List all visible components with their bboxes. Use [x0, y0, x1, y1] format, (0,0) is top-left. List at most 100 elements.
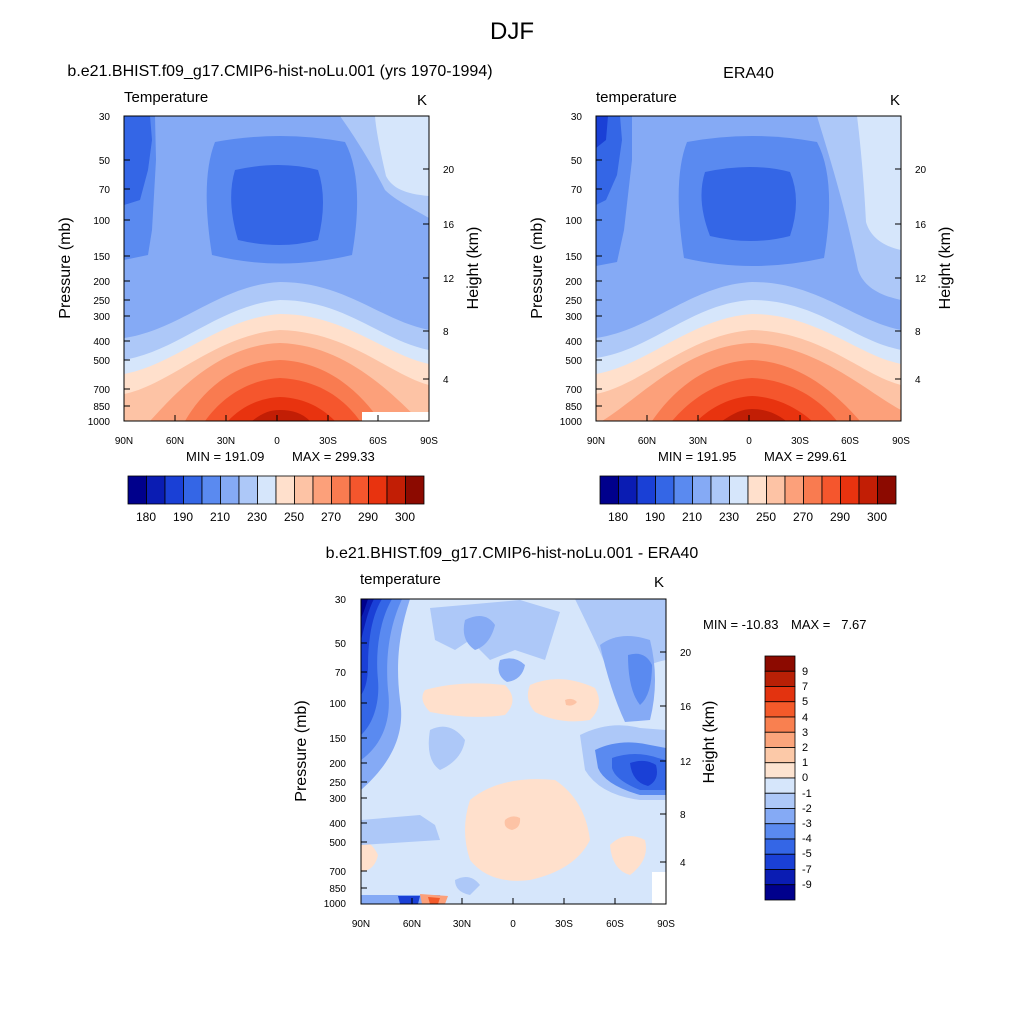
colorbar-swatch: [764, 884, 796, 901]
contour-fill: [361, 840, 378, 872]
colorbar-label: -3: [802, 818, 812, 830]
contour-fill: [422, 683, 513, 717]
colorbar-swatch: [764, 838, 796, 855]
x-tick-label: 90N: [587, 436, 605, 447]
y-tick-label: 850: [93, 402, 110, 413]
min-label: MIN = 191.95: [658, 449, 736, 464]
colorbar-label: 1: [802, 757, 808, 769]
contour-fill: [504, 816, 521, 830]
x-tick-label: 90N: [352, 919, 370, 930]
contour-fill: [498, 658, 525, 682]
contour-fill: [375, 116, 429, 196]
colorbar-label: -5: [802, 848, 812, 860]
contour-fill: [596, 116, 608, 148]
x-tick-label: 90S: [657, 919, 675, 930]
colorbar-swatch: [764, 747, 796, 764]
y-axis-label: Pressure (mb): [293, 700, 310, 801]
x-tick-label: 30S: [555, 919, 573, 930]
contour-fill: [430, 600, 560, 660]
contour-fill: [527, 679, 599, 722]
contour-fill: [380, 270, 429, 320]
y-tick-label: 100: [329, 699, 346, 710]
contour-fill: [228, 397, 335, 421]
panel-model-title: b.e21.BHIST.f09_g17.CMIP6-hist-noLu.001 …: [67, 63, 493, 80]
y-tick-label: 200: [329, 759, 346, 770]
colorbar-swatch: [405, 475, 425, 505]
colorbar-label: 300: [867, 510, 887, 524]
colorbar-label: 180: [136, 510, 156, 524]
contour-fill: [463, 616, 495, 650]
y-tick-label: 300: [93, 312, 110, 323]
y-tick-label: 100: [93, 216, 110, 227]
colorbar-label: -7: [802, 864, 812, 876]
y-tick-label: 400: [565, 337, 582, 348]
x-tick-label: 90S: [892, 436, 910, 447]
contour-fill: [361, 815, 440, 845]
colorbar-label: 290: [830, 510, 850, 524]
y-tick-label: 1000: [324, 899, 347, 910]
y-tick-label: 250: [329, 778, 346, 789]
y2-tick-label: 12: [680, 757, 692, 768]
colorbar-label: 290: [358, 510, 378, 524]
colorbar-swatch: [764, 853, 796, 870]
contour-fill: [697, 396, 812, 421]
contour-fill: [124, 116, 152, 205]
colorbar-label: 230: [247, 510, 267, 524]
y-axis-ticks: [595, 115, 902, 421]
panel-era40-title: ERA40: [723, 65, 774, 82]
missing-data-area: [362, 412, 429, 421]
y-tick-label: 300: [329, 794, 346, 805]
panel-era40-units-label: K: [890, 92, 901, 109]
contour-fill: [361, 599, 666, 840]
colorbar-label: -9: [802, 879, 812, 891]
y2-axis-label: Height (km): [465, 227, 482, 310]
y-tick-label: 700: [329, 867, 346, 878]
y2-tick-label: 16: [443, 220, 455, 231]
colorbar-label: -1: [802, 788, 812, 800]
x-tick-label: 30N: [689, 436, 707, 447]
colorbar-swatch: [764, 869, 796, 886]
colorbar-label: 180: [608, 510, 628, 524]
contour-fill: [628, 653, 652, 705]
x-tick-label: 60N: [166, 436, 184, 447]
y-tick-label: 700: [93, 385, 110, 396]
colorbar: [599, 475, 897, 505]
colorbar-label: 210: [210, 510, 230, 524]
y-tick-label: 850: [329, 884, 346, 895]
panel-model-units-label: K: [417, 92, 428, 109]
y-tick-label: 70: [99, 185, 111, 196]
colorbar-label: 230: [719, 510, 739, 524]
y-tick-label: 400: [93, 337, 110, 348]
y-tick-label: 50: [99, 156, 111, 167]
y-tick-label: 150: [93, 252, 110, 263]
colorbar-label: 9: [802, 666, 808, 678]
colorbar-label: 270: [321, 510, 341, 524]
colorbar-label: 210: [682, 510, 702, 524]
x-tick-label: 90N: [115, 436, 133, 447]
contour-fill: [361, 599, 382, 695]
x-tick-label: 0: [510, 919, 516, 930]
y2-axis-label: Height (km): [937, 227, 954, 310]
y2-tick-label: 8: [443, 327, 449, 338]
contour-fill: [398, 896, 420, 904]
y-tick-label: 300: [565, 312, 582, 323]
max-label: MAX = 299.33: [292, 449, 375, 464]
y2-tick-label: 16: [915, 220, 927, 231]
x-tick-label: 60S: [606, 919, 624, 930]
x-tick-label: 90S: [420, 436, 438, 447]
y-tick-label: 500: [329, 838, 346, 849]
contour-fill: [465, 779, 590, 881]
contour-fill: [455, 876, 480, 895]
max-label: MAX = 7.67: [791, 617, 867, 632]
missing-data-area: [652, 872, 666, 904]
colorbar-swatch: [764, 792, 796, 809]
min-label: MIN = 191.09: [186, 449, 264, 464]
y-tick-label: 1000: [88, 417, 111, 428]
colorbar-label: 3: [802, 727, 808, 739]
contour-fill: [428, 897, 440, 904]
x-tick-label: 60S: [841, 436, 859, 447]
y-tick-label: 150: [329, 734, 346, 745]
max-label: MAX = 299.61: [764, 449, 847, 464]
y-tick-label: 30: [335, 595, 347, 606]
y2-tick-label: 12: [915, 274, 927, 285]
